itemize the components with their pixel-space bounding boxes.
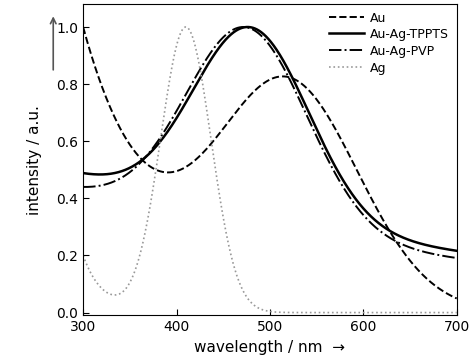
Au (374, 208, 380, 212)
Au (262, 80, 268, 85)
Ag (454, 311, 460, 315)
Ag (183, 25, 189, 29)
Ag (443, 311, 449, 315)
Line: Ag: Ag (83, 27, 457, 313)
Au (252, 88, 258, 93)
Au-Ag-PVP (80, 185, 86, 189)
Legend: Au, Au-Ag-TPPTS, Au-Ag-PVP, Ag: Au, Au-Ag-TPPTS, Au-Ag-PVP, Ag (325, 8, 453, 79)
Ag (252, 304, 258, 308)
Au-Ag-TPPTS (262, 33, 268, 38)
Ag (443, 311, 449, 315)
Au-Ag-PVP (443, 254, 449, 258)
Line: Au: Au (83, 27, 457, 298)
Au-Ag-TPPTS (245, 25, 250, 29)
Au (100, 85, 105, 89)
Au-Ag-PVP (454, 256, 460, 260)
Ag (80, 253, 86, 258)
Ag (100, 287, 105, 291)
Ag (374, 311, 380, 315)
Ag (262, 308, 268, 313)
Au (443, 291, 448, 295)
Au-Ag-TPPTS (443, 247, 449, 251)
Au (80, 25, 86, 29)
Au-Ag-PVP (252, 29, 258, 33)
Au-Ag-TPPTS (374, 220, 380, 224)
Au (443, 291, 449, 295)
Line: Au-Ag-TPPTS: Au-Ag-TPPTS (83, 27, 457, 251)
Au-Ag-TPPTS (80, 171, 86, 175)
Au-Ag-PVP (240, 25, 246, 29)
Text: intensity / a.u.: intensity / a.u. (27, 105, 42, 215)
Au-Ag-PVP (443, 254, 449, 258)
Au-Ag-TPPTS (454, 249, 460, 253)
Au-Ag-PVP (100, 183, 105, 187)
Au-Ag-PVP (374, 227, 380, 231)
Au-Ag-PVP (262, 37, 268, 42)
X-axis label: wavelength / nm  →: wavelength / nm → (194, 340, 346, 355)
Au-Ag-TPPTS (443, 247, 449, 251)
Au (454, 296, 460, 300)
Line: Au-Ag-PVP: Au-Ag-PVP (83, 27, 457, 258)
Au-Ag-TPPTS (100, 172, 105, 177)
Au-Ag-TPPTS (252, 27, 258, 31)
